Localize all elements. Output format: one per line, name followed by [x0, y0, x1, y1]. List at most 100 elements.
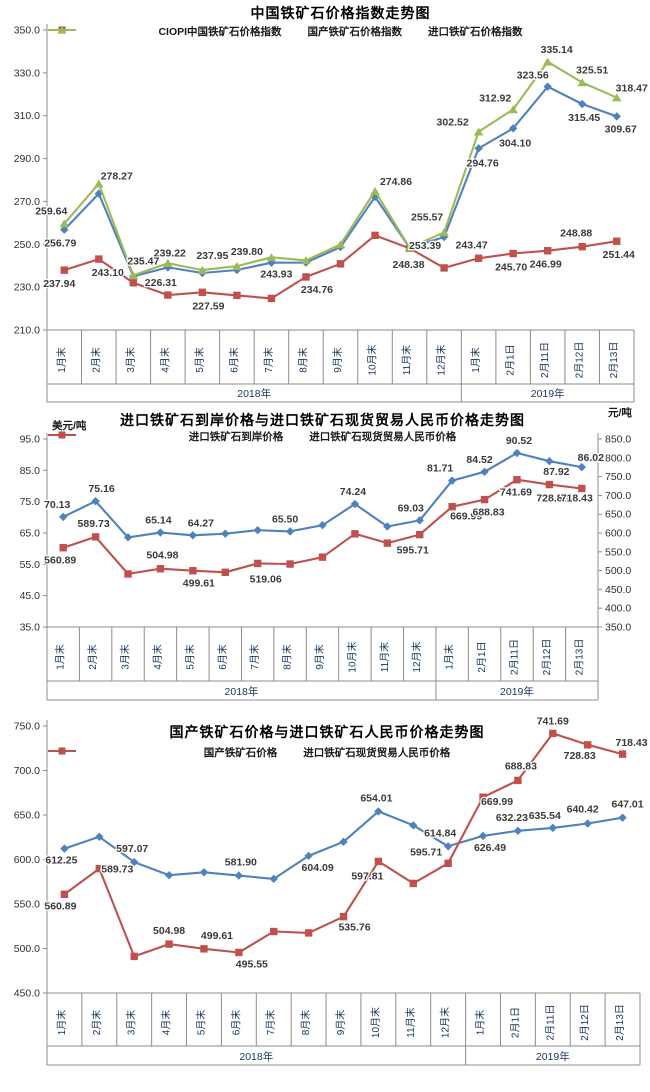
- chart-import-cif-vs-rmb-spot-price: 95.0 85.0 75.0 65.0 55.0 45.0 35.0 850.0 800.0 75…: [0, 403, 650, 705]
- diamond-marker: [59, 512, 68, 522]
- triangle-marker: [473, 127, 484, 136]
- data-label: 654.01: [360, 792, 392, 804]
- data-label: 64.27: [188, 517, 214, 529]
- legend-label: 进口铁矿石价格指数: [428, 26, 523, 38]
- diamond-marker: [234, 871, 244, 880]
- series-data-labels: 560.89 589.73 504.98 499.61 519.06 595.71 669.…: [43, 485, 594, 591]
- legend-label: 进口铁矿石到岸价格: [188, 431, 284, 443]
- square-marker: [198, 288, 207, 297]
- square-marker: [124, 570, 132, 578]
- square-marker: [618, 750, 627, 758]
- diamond-marker: [612, 112, 621, 121]
- legend-item[interactable]: 进口铁矿石到岸价格: [48, 429, 284, 444]
- data-label: 248.88: [560, 228, 592, 240]
- y2-axis-tick-label: 550.0: [605, 546, 631, 558]
- data-label: 647.01: [611, 799, 643, 811]
- data-label: 499.61: [183, 578, 215, 590]
- x-category-label: 1月末: [55, 1010, 68, 1036]
- square-marker: [383, 539, 392, 547]
- right-axis-unit-label: 元/吨: [608, 407, 632, 419]
- chart-legend: CIOPI中国铁矿石价格指数 国产铁矿石价格指数 进口铁矿石价格指数: [47, 24, 634, 39]
- legend-square-swatch: [48, 747, 76, 755]
- legend-item[interactable]: 进口铁矿石现货贸易人民币价格: [48, 429, 457, 444]
- diamond-marker: [253, 526, 262, 535]
- triangle-marker: [404, 243, 415, 252]
- legend-item[interactable]: 国产铁矿石价格指数: [48, 24, 402, 39]
- data-label: 560.89: [44, 900, 76, 912]
- data-label: 718.43: [615, 737, 647, 749]
- x-category-label: 1月末: [55, 347, 68, 373]
- data-label: 74.24: [340, 486, 366, 498]
- data-label: 234.76: [301, 284, 333, 296]
- data-label: 253.39: [409, 240, 441, 252]
- square-marker: [578, 484, 586, 493]
- x-category-label: 9月末: [331, 347, 344, 373]
- square-marker: [374, 857, 383, 866]
- x-category-label: 4月末: [151, 644, 164, 670]
- legend-square-swatch: [48, 431, 76, 439]
- legend-item[interactable]: 进口铁矿石现货贸易人民币价格: [48, 745, 450, 760]
- data-label: 255.57: [411, 211, 443, 223]
- data-label: 251.44: [603, 249, 635, 261]
- x-category-label: 10月末: [345, 641, 358, 672]
- data-label: 504.98: [146, 550, 178, 562]
- triangle-marker: [542, 57, 553, 66]
- x-category-label: 11月末: [378, 642, 391, 672]
- square-marker: [304, 929, 313, 937]
- x-category-label: 6月末: [216, 644, 229, 670]
- y-axis-tick-label: 85.0: [20, 465, 41, 477]
- square-marker: [221, 568, 229, 576]
- data-label: 688.83: [472, 507, 504, 519]
- y-axis-tick-label: 75.0: [20, 496, 41, 508]
- data-label: 632.23: [496, 812, 528, 824]
- axes: 95.0 85.0 75.0 65.0 55.0 45.0 35.0 850.0 800.0 75…: [20, 433, 631, 701]
- x-category-label: 2月1日: [476, 641, 488, 672]
- square-marker: [474, 254, 483, 262]
- diamond-marker: [618, 813, 627, 822]
- data-label: 226.31: [145, 277, 177, 289]
- x-category-label: 3月末: [124, 347, 137, 373]
- y2-axis-tick-label: 400.0: [605, 603, 631, 615]
- x-category-label: 2月11日: [508, 639, 520, 675]
- x-axis-group-label: 2018年: [237, 387, 271, 400]
- diamond-marker: [350, 499, 360, 509]
- diamond-marker: [156, 528, 165, 537]
- price-index-plot: 350.0 330.0 310.0 290.0 270.0 250.0 230.0 210.0…: [14, 24, 649, 403]
- series-square: [60, 729, 627, 961]
- x-category-label: 5月末: [183, 644, 196, 670]
- square-marker: [583, 741, 592, 749]
- data-label: 278.27: [101, 171, 133, 183]
- triangle-marker: [611, 93, 622, 102]
- legend-item[interactable]: 进口铁矿石价格指数: [48, 24, 523, 39]
- y-axis-tick-label: 600.0: [14, 854, 40, 866]
- square-marker: [302, 273, 310, 281]
- data-label: 246.99: [530, 259, 562, 271]
- diamond-marker: [548, 823, 557, 833]
- data-label: 315.45: [568, 112, 600, 124]
- data-label: 237.94: [43, 278, 75, 290]
- y-axis-tick-label: 310.0: [14, 110, 40, 122]
- y2-axis-tick-label: 350.0: [605, 622, 631, 634]
- x-category-label: 6月末: [227, 347, 240, 373]
- series-triangle: [59, 57, 622, 280]
- chart-title: 中国铁矿石价格指数走势图: [250, 5, 431, 21]
- legend-item[interactable]: CIOPI中国铁矿石价格指数: [48, 24, 282, 39]
- square-marker: [58, 747, 66, 755]
- series-data-labels: 612.25 597.07 581.90 604.09 654.01 614.84 626.…: [44, 791, 645, 875]
- diamond-marker: [508, 124, 518, 133]
- legend-label: 进口铁矿石现货贸易人民币价格: [309, 431, 457, 443]
- diamond-marker: [512, 448, 522, 458]
- x-category-label: 11月末: [404, 1007, 417, 1037]
- y-axis-tick-label: 45.0: [20, 590, 41, 602]
- square-marker: [165, 940, 173, 948]
- x-category-label: 6月末: [229, 1010, 242, 1036]
- y-axis-tick-label: 35.0: [20, 622, 41, 634]
- data-label: 669.99: [450, 511, 482, 523]
- data-label: 718.43: [561, 492, 593, 504]
- data-label: 256.79: [44, 238, 76, 250]
- data-label: 294.76: [467, 157, 499, 169]
- y-axis-tick-label: 750.0: [14, 721, 40, 733]
- legend-item[interactable]: 国产铁矿石价格: [48, 745, 277, 760]
- square-marker: [351, 530, 359, 538]
- square-marker: [339, 912, 348, 921]
